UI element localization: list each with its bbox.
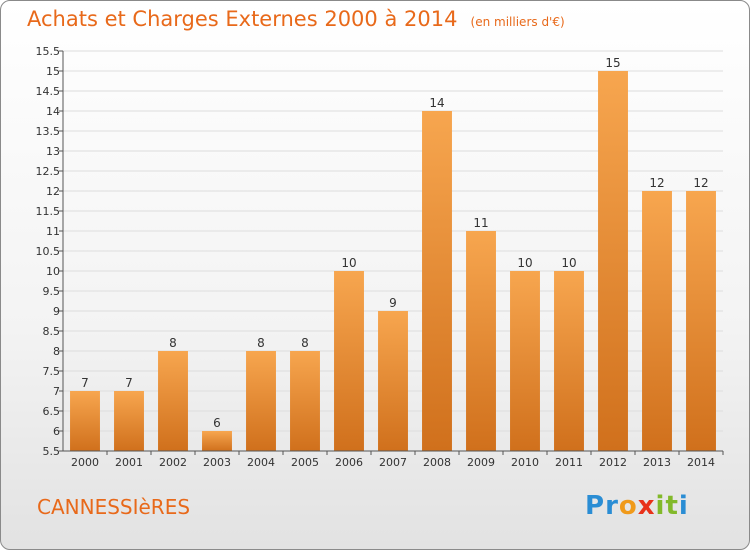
x-tick-label-2003: 2003: [203, 456, 231, 469]
x-tick-label-2012: 2012: [599, 456, 627, 469]
x-tick-label-2006: 2006: [335, 456, 363, 469]
data-label-2005: 8: [301, 336, 309, 350]
title-row: Achats et Charges Externes 2000 à 2014 (…: [27, 7, 565, 31]
bar-2009: [466, 231, 496, 451]
y-tick-label: 9.5: [43, 285, 61, 298]
logo-letter: i: [678, 491, 689, 521]
bar-2014: [686, 191, 716, 451]
x-tick-label-2014: 2014: [687, 456, 715, 469]
bar-2010: [510, 271, 540, 451]
y-tick-label: 7.5: [43, 365, 61, 378]
bar-2012: [598, 71, 628, 451]
data-label-2002: 8: [169, 336, 177, 350]
x-tick-label-2009: 2009: [467, 456, 495, 469]
y-tick-label: 14: [46, 105, 60, 118]
proxiti-logo: Proxiti: [585, 491, 689, 521]
logo-letter: i: [655, 491, 666, 521]
bar-2002: [158, 351, 188, 451]
x-tick-label-2004: 2004: [247, 456, 275, 469]
y-tick-label: 12.5: [36, 165, 61, 178]
data-label-2013: 12: [649, 176, 664, 190]
x-tick-label-2011: 2011: [555, 456, 583, 469]
x-tick-label-2002: 2002: [159, 456, 187, 469]
y-tick-label: 9: [53, 305, 60, 318]
data-label-2010: 10: [517, 256, 532, 270]
y-tick-label: 5.5: [43, 445, 61, 458]
y-tick-label: 10: [46, 265, 60, 278]
bar-2004: [246, 351, 276, 451]
bar-2011: [554, 271, 584, 451]
y-tick-label: 14.5: [36, 85, 61, 98]
labels: 5.5 6 6.5 7 7.5 8 8.5 9 9.5 10 10.5 11 11.5 12 12.5 13 1…: [36, 45, 716, 469]
y-tick-label: 6.5: [43, 405, 61, 418]
y-tick-label: 11.5: [36, 205, 61, 218]
logo-letter: t: [665, 491, 679, 521]
bar-2006: [334, 271, 364, 451]
logo-letter: P: [585, 491, 606, 521]
y-tick-label: 13.5: [36, 125, 61, 138]
data-label-2004: 8: [257, 336, 265, 350]
y-tick-label: 13: [46, 145, 60, 158]
y-tick-label: 8: [53, 345, 60, 358]
data-label-2001: 7: [125, 376, 133, 390]
data-label-2009: 11: [473, 216, 488, 230]
data-label-2003: 6: [213, 416, 221, 430]
data-label-2006: 10: [341, 256, 356, 270]
x-tick-label-2000: 2000: [71, 456, 99, 469]
x-tick-label-2010: 2010: [511, 456, 539, 469]
x-tick-label-2008: 2008: [423, 456, 451, 469]
bars: [70, 71, 716, 451]
y-tick-label: 15.5: [36, 45, 61, 58]
logo-letter: r: [605, 491, 619, 521]
axes: [59, 50, 724, 455]
y-tick-label: 6: [53, 425, 60, 438]
x-tick-label-2007: 2007: [379, 456, 407, 469]
y-tick-label: 11: [46, 225, 60, 238]
bar-2000: [70, 391, 100, 451]
bar-2013: [642, 191, 672, 451]
logo-letter: x: [637, 491, 656, 521]
bar-2003: [202, 431, 232, 451]
bar-2005: [290, 351, 320, 451]
y-tick-label: 8.5: [43, 325, 61, 338]
data-label-2000: 7: [81, 376, 89, 390]
data-label-2014: 12: [693, 176, 708, 190]
y-tick-label: 10.5: [36, 245, 61, 258]
bar-2001: [114, 391, 144, 451]
y-tick-label: 15: [46, 65, 60, 78]
x-tick-label-2001: 2001: [115, 456, 143, 469]
data-label-2012: 15: [605, 56, 620, 70]
data-label-2011: 10: [561, 256, 576, 270]
town-name: CANNESSIèRES: [37, 495, 191, 519]
bar-2007: [378, 311, 408, 451]
y-tick-label: 7: [53, 385, 60, 398]
x-tick-label-2005: 2005: [291, 456, 319, 469]
logo-letter: o: [618, 491, 638, 521]
data-label-2008: 14: [429, 96, 444, 110]
chart-title: Achats et Charges Externes 2000 à 2014: [27, 7, 458, 31]
bar-2008: [422, 111, 452, 451]
data-label-2007: 9: [389, 296, 397, 310]
x-tick-label-2013: 2013: [643, 456, 671, 469]
y-tick-label: 12: [46, 185, 60, 198]
chart-subtitle: (en milliers d'€): [470, 15, 565, 29]
